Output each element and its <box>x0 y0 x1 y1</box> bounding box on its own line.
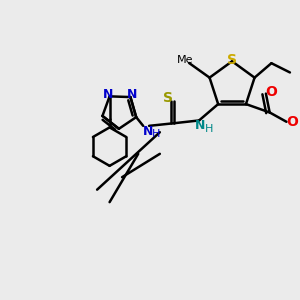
Text: O: O <box>286 115 298 129</box>
Text: N: N <box>195 119 206 132</box>
Text: Me: Me <box>176 55 193 65</box>
Text: H: H <box>152 129 160 139</box>
Text: N: N <box>127 88 137 100</box>
Text: H: H <box>205 124 213 134</box>
Text: S: S <box>163 91 173 105</box>
Text: S: S <box>227 53 237 67</box>
Text: N: N <box>142 125 153 138</box>
Text: O: O <box>265 85 277 99</box>
Text: N: N <box>103 88 113 101</box>
